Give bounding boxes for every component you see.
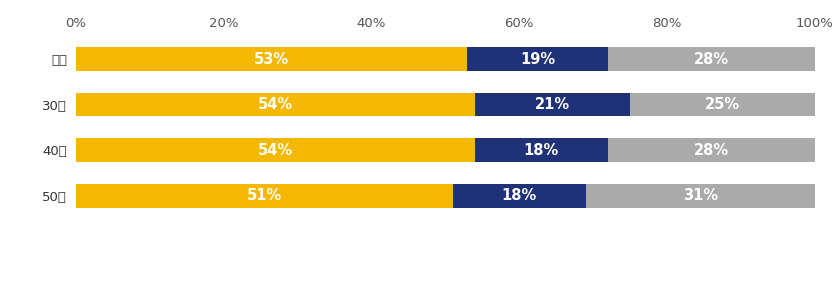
Text: 54%: 54%: [258, 97, 293, 112]
Text: 53%: 53%: [254, 52, 289, 67]
Text: 21%: 21%: [535, 97, 570, 112]
Bar: [630, 93, 815, 116]
Bar: [585, 184, 815, 207]
Text: 28%: 28%: [694, 143, 729, 158]
Bar: [475, 138, 608, 162]
Text: 31%: 31%: [683, 188, 718, 203]
Text: 51%: 51%: [246, 188, 281, 203]
Text: 54%: 54%: [258, 143, 293, 158]
Bar: [608, 138, 815, 162]
Text: 18%: 18%: [501, 188, 537, 203]
Bar: [76, 138, 475, 162]
Bar: [76, 184, 453, 207]
Bar: [608, 47, 815, 71]
Text: 19%: 19%: [520, 52, 555, 67]
Text: 25%: 25%: [705, 97, 740, 112]
Bar: [475, 93, 630, 116]
Bar: [467, 47, 608, 71]
Bar: [76, 47, 467, 71]
Text: 18%: 18%: [523, 143, 559, 158]
Bar: [76, 93, 475, 116]
Bar: [453, 184, 585, 207]
Text: 28%: 28%: [694, 52, 729, 67]
